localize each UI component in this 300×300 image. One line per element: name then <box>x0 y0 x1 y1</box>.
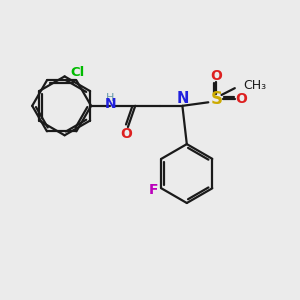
Text: Cl: Cl <box>71 66 85 79</box>
Text: O: O <box>121 127 132 140</box>
Text: O: O <box>210 69 222 83</box>
Text: N: N <box>176 91 189 106</box>
Text: O: O <box>235 92 247 106</box>
Text: S: S <box>210 90 222 108</box>
Text: F: F <box>148 183 158 197</box>
Text: CH₃: CH₃ <box>243 79 266 92</box>
Text: N: N <box>104 98 116 111</box>
Text: H: H <box>106 93 114 103</box>
